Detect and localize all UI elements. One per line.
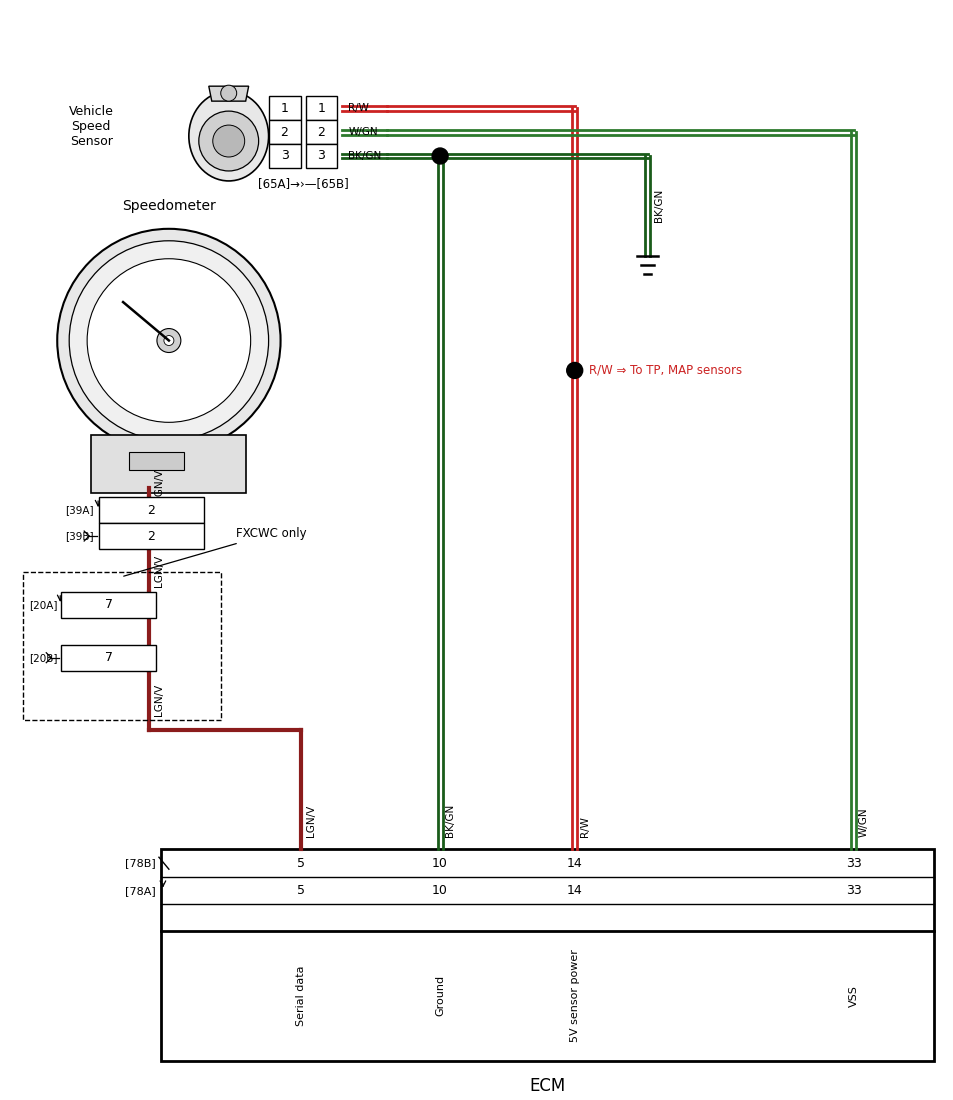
Text: [39B]: [39B] [66, 531, 94, 541]
Circle shape [198, 111, 258, 170]
Text: LGN/V: LGN/V [153, 554, 164, 586]
Text: LGN/V: LGN/V [153, 684, 164, 716]
Text: Serial data: Serial data [295, 966, 305, 1026]
Text: 3: 3 [317, 150, 325, 163]
Text: VSS: VSS [848, 984, 858, 1006]
Bar [305, 120, 337, 144]
Text: LGN/V: LGN/V [305, 805, 315, 837]
Bar [91, 436, 246, 493]
Bar [61, 592, 155, 618]
Text: [78B]: [78B] [125, 858, 155, 868]
Text: 10: 10 [432, 884, 448, 898]
Bar [305, 96, 337, 120]
Text: 14: 14 [566, 857, 582, 870]
Text: BK/GN: BK/GN [654, 189, 664, 222]
Text: 5V sensor power: 5V sensor power [569, 949, 579, 1043]
Circle shape [220, 85, 236, 101]
Bar [269, 120, 300, 144]
Bar [61, 645, 155, 671]
Text: Vehicle
Speed
Sensor: Vehicle Speed Sensor [69, 104, 113, 147]
Circle shape [157, 329, 181, 352]
Text: Ground: Ground [435, 976, 445, 1016]
Text: 7: 7 [105, 651, 112, 664]
Text: 3: 3 [280, 150, 288, 163]
Text: Speedometer: Speedometer [122, 199, 215, 213]
Text: W/GN: W/GN [858, 807, 868, 837]
Text: 7: 7 [105, 598, 112, 612]
Text: 2: 2 [148, 504, 155, 517]
Text: 14: 14 [566, 884, 582, 898]
Circle shape [213, 125, 244, 157]
Text: 33: 33 [845, 884, 861, 898]
Text: W/GN: W/GN [348, 128, 377, 138]
Bar [99, 524, 204, 549]
Text: 33: 33 [845, 857, 861, 870]
Text: 2: 2 [148, 529, 155, 542]
Text: FXCWC only: FXCWC only [124, 527, 306, 576]
Text: 5: 5 [296, 857, 304, 870]
Text: LGN/V: LGN/V [153, 469, 164, 502]
Circle shape [566, 363, 582, 378]
Text: [65A]→›—[65B]: [65A]→›—[65B] [257, 177, 348, 190]
Text: 10: 10 [432, 857, 448, 870]
Polygon shape [209, 86, 249, 101]
Text: [39A]: [39A] [66, 505, 94, 515]
Circle shape [57, 229, 280, 452]
Bar [23, 572, 220, 719]
Text: 2: 2 [280, 125, 288, 139]
Bar [129, 452, 184, 470]
Bar [269, 96, 300, 120]
Text: [78A]: [78A] [125, 886, 155, 895]
Circle shape [70, 241, 269, 440]
Text: R/W: R/W [348, 103, 369, 113]
Text: R/W: R/W [579, 816, 589, 837]
Text: 1: 1 [280, 101, 288, 114]
Circle shape [164, 336, 173, 345]
Text: [20B]: [20B] [29, 652, 57, 662]
Bar [269, 144, 300, 168]
Ellipse shape [189, 91, 269, 180]
Text: BK/GN: BK/GN [445, 804, 455, 837]
Text: ECM: ECM [529, 1077, 565, 1094]
Text: 2: 2 [317, 125, 325, 139]
Bar [99, 497, 204, 524]
Bar [161, 849, 933, 1060]
Circle shape [87, 258, 251, 422]
Text: [20A]: [20A] [29, 600, 57, 609]
Text: 1: 1 [317, 101, 325, 114]
Text: R/W ⇒ To TP, MAP sensors: R/W ⇒ To TP, MAP sensors [588, 364, 741, 377]
Text: 5: 5 [296, 884, 304, 898]
Bar [305, 144, 337, 168]
Text: BK/GN: BK/GN [348, 151, 381, 161]
Circle shape [432, 148, 448, 164]
